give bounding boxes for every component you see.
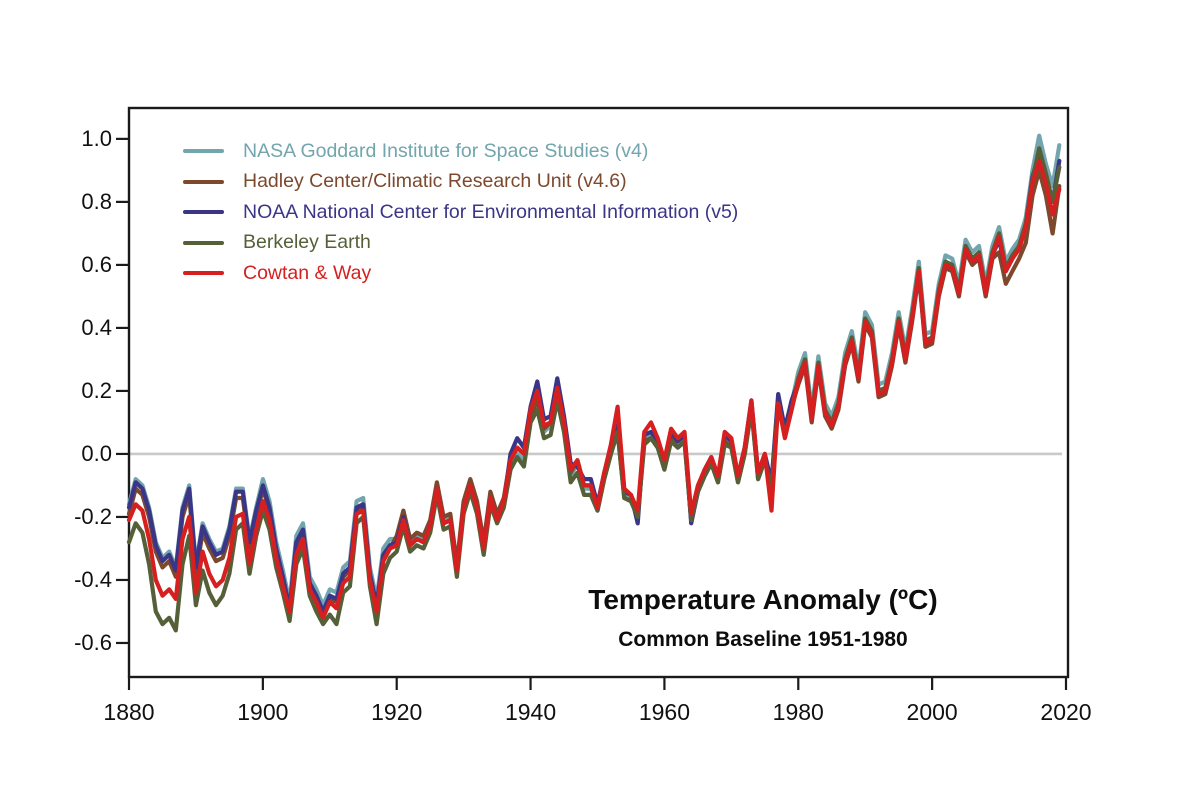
legend-item-hadley: Hadley Center/Climatic Research Unit (v4… — [183, 167, 738, 198]
legend-swatch-hadley — [183, 179, 224, 184]
legend-label-hadley: Hadley Center/Climatic Research Unit (v4… — [243, 170, 627, 193]
legend-swatch-berkeley — [183, 240, 224, 245]
legend-label-cowtan-way: Cowtan & Way — [243, 261, 372, 284]
legend-item-berkeley: Berkeley Earth — [183, 228, 738, 259]
chart-title: Temperature Anomaly (ºC) — [588, 584, 938, 615]
legend-swatch-cowtan-way — [183, 271, 224, 276]
legend-swatch-noaa — [183, 210, 224, 215]
legend-item-noaa: NOAA National Center for Environmental I… — [183, 197, 738, 228]
legend-swatch-giss — [183, 149, 224, 154]
chart-subtitle: Common Baseline 1951-1980 — [618, 628, 908, 651]
chart-legend: NASA Goddard Institute for Space Studies… — [183, 136, 738, 289]
plot-border — [127, 106, 1070, 679]
legend-label-noaa: NOAA National Center for Environmental I… — [243, 200, 739, 223]
legend-item-cowtan-way: Cowtan & Way — [183, 258, 738, 289]
legend-label-berkeley: Berkeley Earth — [243, 231, 371, 254]
series-line-cowtan-way — [126, 158, 1062, 620]
legend-item-giss: NASA Goddard Institute for Space Studies… — [183, 136, 738, 167]
legend-label-giss: NASA Goddard Institute for Space Studies… — [243, 139, 649, 162]
